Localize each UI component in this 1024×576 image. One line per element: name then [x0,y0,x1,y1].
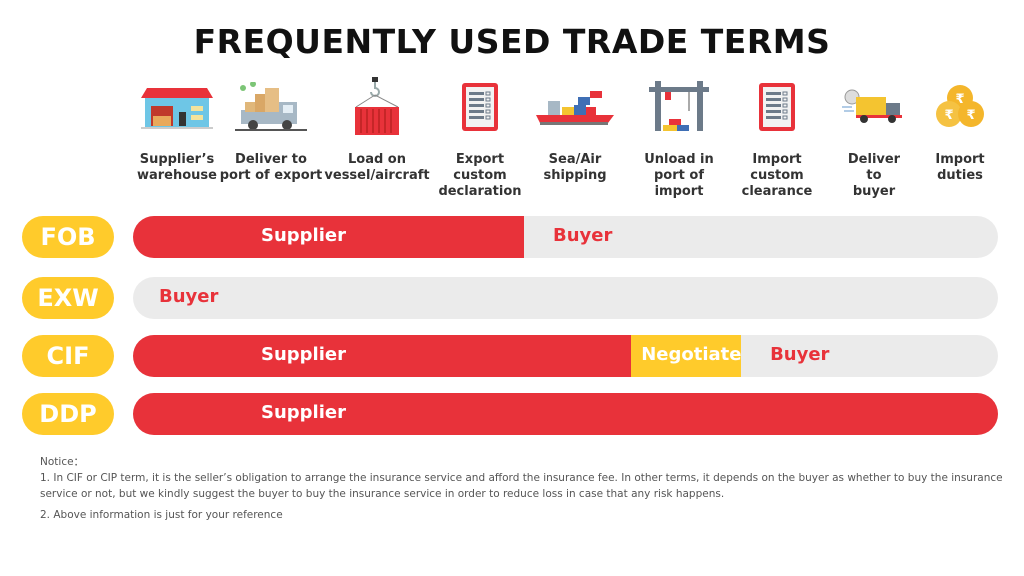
term-badge-cif: CIF [22,335,114,377]
segment-label: Supplier [261,402,346,423]
stage-label: Import custom clearance [741,152,813,199]
segment-supplier: Supplier [133,335,632,377]
svg-text:₹: ₹ [966,108,975,123]
stage-2: Deliver to port of export [216,76,326,184]
stage-7: Import custom clearance [722,76,832,200]
stage-label: Unload in port of import [644,152,714,199]
container-crane-icon [322,76,432,138]
stage-label: Export custom declaration [438,152,522,199]
stage-4: Export custom declaration [425,76,535,200]
stage-label: Load on vessel/aircraft [324,152,430,183]
rupee-coins-icon: ₹ ₹ ₹ [905,76,1015,138]
segment-label: Supplier [261,344,346,365]
term-bar-cif: Supplier Negotiate Buyer [133,335,998,377]
notice-item-1: 1. In CIF or CIP term, it is the seller’… [40,472,1003,500]
delivery-truck-icon [819,76,929,138]
notice-item-2: 2. Above information is just for your re… [40,509,283,521]
stage-8: Deliver to buyer [819,76,929,200]
document-icon [722,76,832,138]
segment-label: Supplier [261,225,346,246]
segment-buyer: Buyer [133,277,998,319]
warehouse-icon [122,76,232,138]
page-title: FREQUENTLY USED TRADE TERMS [193,22,831,61]
segment-buyer: Buyer [524,216,998,258]
term-bar-ddp: Supplier [133,393,998,435]
segment-label: Negotiate [641,344,742,365]
segment-supplier: Supplier [133,216,524,258]
notice-heading: Notice： [40,456,85,468]
segment-label: Buyer [770,344,830,365]
cargo-ship-icon [520,76,630,138]
term-badge-ddp: DDP [22,393,114,435]
svg-text:₹: ₹ [944,108,953,123]
segment-label: Buyer [552,225,613,246]
segment-negotiate: Negotiate [631,335,742,377]
term-badge-exw: EXW [22,277,114,319]
stage-9: ₹ ₹ ₹ Import duties [905,76,1015,184]
term-bar-fob: Supplier Buyer [133,216,998,258]
stage-label: Supplier’s warehouse [136,152,217,183]
segment-supplier: Supplier [133,393,998,435]
stage-label: Deliver to port of export [219,152,323,183]
term-bar-exw: Buyer [133,277,998,319]
stage-3: Load on vessel/aircraft [322,76,432,184]
stage-label: Deliver to buyer [847,152,901,199]
svg-text:₹: ₹ [955,92,964,107]
truck-boxes-icon [216,76,326,138]
notice: Notice： 1. In CIF or CIP term, it is the… [40,454,1020,523]
stage-label: Import duties [935,152,985,183]
term-badge-fob: FOB [22,216,114,258]
stage-6: Unload in port of import [624,76,734,200]
segment-label: Buyer [159,286,219,307]
stage-label: Sea/Air shipping [543,152,607,183]
stage-1: Supplier’s warehouse [122,76,232,184]
segment-buyer: Buyer [741,335,998,377]
gantry-crane-icon [624,76,734,138]
stage-5: Sea/Air shipping [520,76,630,184]
document-icon [425,76,535,138]
